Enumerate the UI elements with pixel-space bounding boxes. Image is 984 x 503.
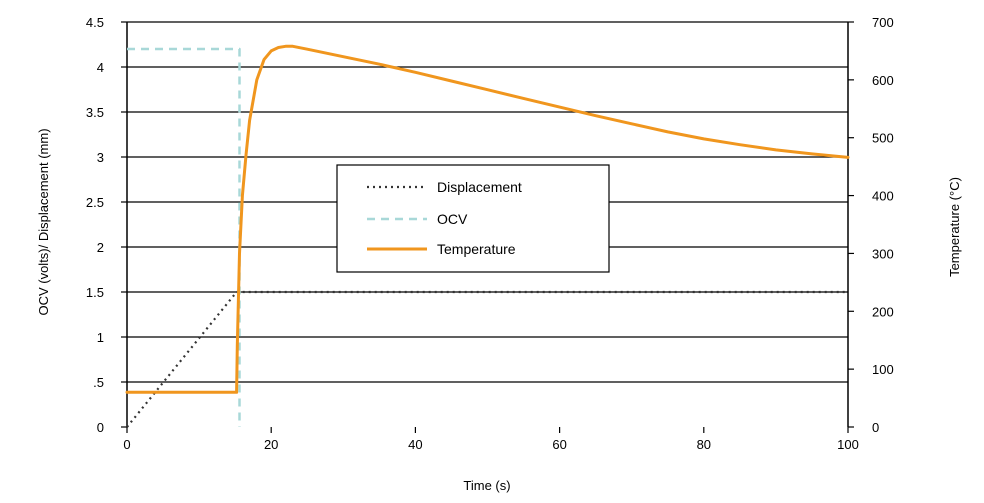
left-y-tick-label: 4.5 — [86, 15, 104, 30]
legend-label-ocv: OCV — [437, 211, 468, 227]
axes — [126, 22, 849, 427]
legend-label-displacement: Displacement — [437, 179, 522, 195]
x-axis-title: Time (s) — [463, 478, 510, 493]
right-y-tick-label: 100 — [872, 362, 894, 377]
left-y-axis-ticks: 0 .5 1 1.5 2 2.5 3 3.5 4 4.5 — [86, 15, 127, 435]
left-y-tick-label: 3 — [97, 150, 104, 165]
left-y-tick-label: 0 — [97, 420, 104, 435]
right-y-tick-label: 300 — [872, 246, 894, 261]
right-y-axis-ticks: 0 100 200 300 400 500 600 700 — [848, 15, 894, 435]
left-y-tick-label: 2 — [97, 240, 104, 255]
left-y-axis-title: OCV (volts)/ Displacement (mm) — [36, 128, 51, 315]
series-line-temperature — [125, 44, 850, 394]
series-line-displacement — [126, 290, 848, 428]
right-y-axis-title: Temperature (°C) — [947, 177, 962, 277]
x-tick-label: 20 — [264, 437, 278, 452]
x-tick-label: 60 — [552, 437, 566, 452]
x-tick-label: 40 — [408, 437, 422, 452]
right-y-tick-label: 200 — [872, 304, 894, 319]
left-y-tick-label: .5 — [93, 375, 104, 390]
left-y-tick-label: 1.5 — [86, 285, 104, 300]
left-y-tick-label: 2.5 — [86, 195, 104, 210]
right-y-tick-label: 500 — [872, 131, 894, 146]
right-y-tick-label: 700 — [872, 15, 894, 30]
series-line-ocv — [127, 47, 241, 427]
x-tick-label: 100 — [837, 437, 859, 452]
right-y-tick-label: 0 — [872, 420, 879, 435]
right-y-tick-label: 600 — [872, 73, 894, 88]
x-tick-label: 80 — [697, 437, 711, 452]
series-lines — [125, 44, 850, 428]
x-axis-ticks: 0 20 40 60 80 100 — [123, 427, 859, 452]
legend-label-temperature: Temperature — [437, 241, 516, 257]
left-y-tick-label: 4 — [97, 60, 104, 75]
legend: Displacement OCV Temperature — [336, 164, 610, 273]
right-y-tick-label: 400 — [872, 189, 894, 204]
left-y-tick-label: 3.5 — [86, 105, 104, 120]
x-tick-label: 0 — [123, 437, 130, 452]
left-y-tick-label: 1 — [97, 330, 104, 345]
